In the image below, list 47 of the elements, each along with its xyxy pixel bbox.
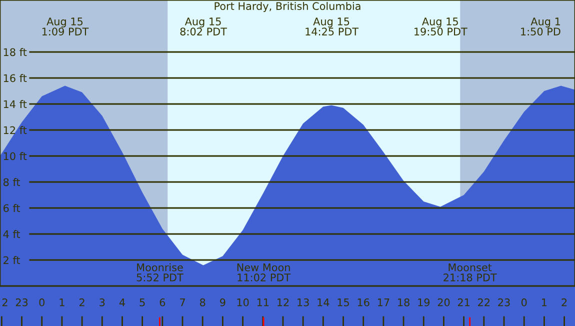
x-tick-label: 13 <box>298 298 309 306</box>
x-tick-label: 8 <box>200 298 206 306</box>
x-tick-label: 15 <box>338 298 349 306</box>
x-tick-label: 16 <box>358 298 370 306</box>
x-tick-label: 19 <box>418 298 430 306</box>
x2-tick-label: Aug 15 19:50 PDT <box>414 18 468 36</box>
x-tick-label: 10 <box>237 298 249 306</box>
x-tick-label: 18 <box>398 298 410 306</box>
x-tick-label: 1 <box>542 298 547 306</box>
x-tick-label: 2 <box>562 298 567 306</box>
chart-title: Port Hardy, British Columbia <box>214 2 360 12</box>
x-tick-label: 7 <box>180 298 185 306</box>
annotation: Moonrise 5:52 PDT <box>136 263 184 282</box>
x-tick-label: 17 <box>378 298 390 306</box>
y-tick-label: 8 ft <box>3 178 20 186</box>
y-tick-label: 12 ft <box>4 126 27 134</box>
x-tick-label: 1 <box>60 298 64 306</box>
y-tick-label: 16 ft <box>4 74 27 82</box>
x2-tick-label: Aug 15 1:09 PDT <box>42 18 89 36</box>
x2-tick-label: Aug 1 1:50 PD <box>521 18 560 36</box>
x-tick-label: 5 <box>140 298 145 306</box>
x-tick-label: 9 <box>220 298 226 306</box>
x-tick-label: 0 <box>39 298 44 306</box>
x-tick-label: 23 <box>16 298 28 306</box>
y-tick-label: 4 ft <box>3 230 20 238</box>
y-tick-label: 2 ft <box>4 256 20 264</box>
x-tick-label: 3 <box>100 298 105 306</box>
y-tick-label: 6 ft <box>4 204 20 212</box>
x2-tick-label: Aug 15 8:02 PDT <box>180 18 227 36</box>
x-tick-label: 23 <box>498 298 510 306</box>
x2-tick-label: Aug 15 14:25 PDT <box>306 18 359 36</box>
x-tick-label: 2 <box>79 298 84 306</box>
x-tick-label: 0 <box>521 298 527 306</box>
x-tick-label: 6 <box>160 298 166 306</box>
annotation: New Moon 11:02 PDT <box>237 264 291 282</box>
y-tick-label: 10 ft <box>4 152 27 160</box>
y-tick-label: 14 ft <box>4 100 27 108</box>
x-tick-label: 12 <box>277 298 289 306</box>
x-tick-label: 20 <box>438 298 450 306</box>
x-tick-label: 4 <box>119 298 125 306</box>
y-tick-label: 18 ft <box>4 48 27 56</box>
x-tick-label: 11 <box>257 298 269 306</box>
x-tick-label: 2 <box>2 298 8 306</box>
annotation: Moonset 21:18 PDT <box>444 264 497 282</box>
x-tick-label: 22 <box>478 298 490 306</box>
x-tick-label: 21 <box>458 298 470 306</box>
x-tick-label: 14 <box>318 298 330 306</box>
